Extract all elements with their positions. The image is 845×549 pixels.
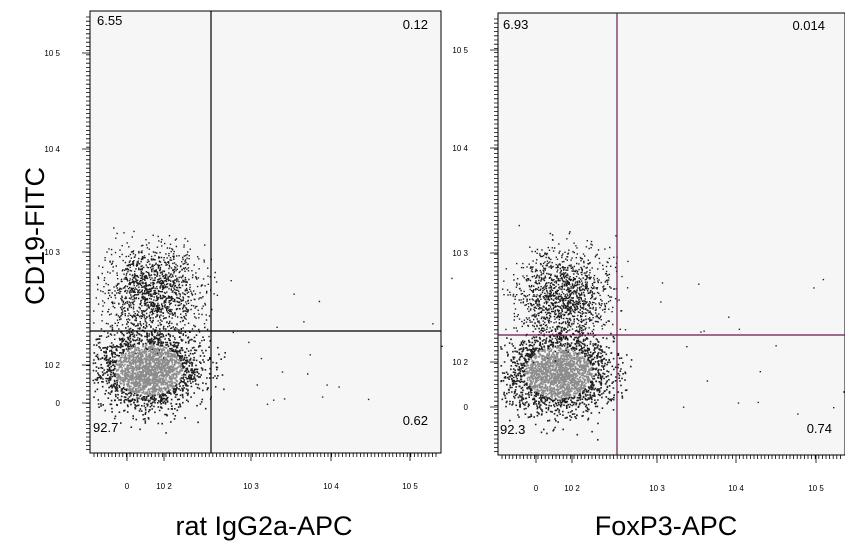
y-tick-label: 10 3 bbox=[452, 249, 468, 258]
y-axis-ticks bbox=[490, 18, 498, 452]
x-tick-label: 10 5 bbox=[402, 482, 418, 491]
y-tick-label: 10 5 bbox=[452, 46, 468, 55]
y-axis-ticks bbox=[82, 16, 90, 450]
x-tick-label: 0 bbox=[125, 482, 130, 491]
x-axis-title-2: FoxP3-APC bbox=[595, 511, 738, 541]
y-tick-label: 10 5 bbox=[44, 49, 60, 58]
event-cloud-cd19-positive bbox=[502, 224, 629, 364]
y-tick-label: 10 4 bbox=[44, 145, 60, 154]
plot-panel-2: 0 10 2 10 3 10 4 10 5 0 10 2 10 3 10 4 10 5 6.93… bbox=[452, 12, 845, 541]
y-tick-label: 0 bbox=[56, 399, 61, 408]
quadrant-lower-right-pct: 0.74 bbox=[807, 421, 832, 436]
event-scatter bbox=[92, 227, 453, 434]
x-axis-ticks bbox=[501, 455, 841, 463]
event-cloud-edge bbox=[500, 327, 633, 441]
quadrant-lower-left-pct: 92.7 bbox=[93, 420, 118, 435]
x-tick-label: 0 bbox=[534, 484, 539, 493]
y-tick-label: 10 2 bbox=[452, 358, 468, 367]
quadrant-upper-right-pct: 0.014 bbox=[792, 18, 825, 33]
y-tick-label: 0 bbox=[464, 403, 469, 412]
quadrant-lower-right-pct: 0.62 bbox=[403, 413, 428, 428]
x-axis-ticks bbox=[93, 453, 437, 461]
x-tick-label: 10 5 bbox=[808, 484, 824, 493]
event-scatter bbox=[500, 224, 845, 441]
quadrant-upper-left-pct: 6.55 bbox=[97, 13, 122, 28]
x-tick-label: 10 4 bbox=[323, 482, 339, 491]
x-tick-label: 10 2 bbox=[156, 482, 172, 491]
y-tick-label: 10 3 bbox=[44, 248, 60, 257]
x-tick-label: 10 4 bbox=[728, 484, 744, 493]
quadrant-upper-right-pct: 0.12 bbox=[403, 17, 428, 32]
event-cloud-core bbox=[524, 346, 594, 400]
plot-panel-1: 0 10 2 10 3 10 4 10 5 0 10 2 10 3 10 4 10 5 6.55… bbox=[44, 10, 453, 541]
x-tick-label: 10 3 bbox=[243, 482, 259, 491]
y-axis-title: CD19-FITC bbox=[20, 167, 50, 305]
y-tick-label: 10 2 bbox=[44, 361, 60, 370]
quadrant-lower-left-pct: 92.3 bbox=[500, 422, 525, 437]
x-tick-label: 10 3 bbox=[649, 484, 665, 493]
y-tick-label: 10 4 bbox=[452, 144, 468, 153]
x-axis-title-1: rat IgG2a-APC bbox=[175, 511, 352, 541]
quadrant-upper-left-pct: 6.93 bbox=[503, 17, 528, 32]
event-cloud-core bbox=[114, 343, 184, 397]
event-cloud-cd19-positive bbox=[93, 227, 219, 360]
x-tick-label: 10 2 bbox=[564, 484, 580, 493]
